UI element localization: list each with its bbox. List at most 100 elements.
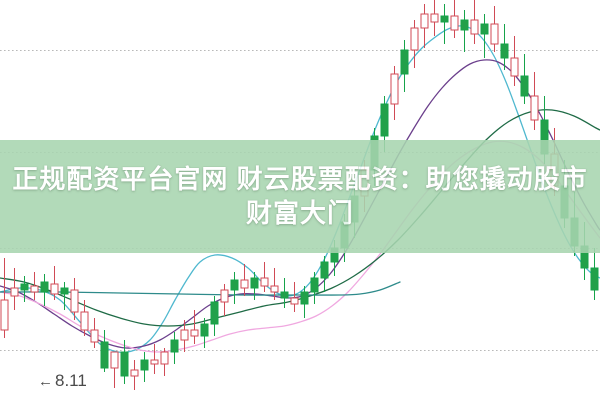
candle-body bbox=[220, 289, 229, 303]
candlestick bbox=[60, 282, 69, 310]
candlestick bbox=[500, 24, 509, 70]
candlestick bbox=[390, 66, 399, 120]
candle-body bbox=[510, 57, 519, 77]
candlestick bbox=[210, 296, 219, 336]
candlestick bbox=[140, 352, 149, 382]
candlestick bbox=[250, 272, 259, 300]
candle-body bbox=[430, 13, 439, 23]
candlestick bbox=[320, 256, 329, 292]
promo-headline-line1: 正规配资平台官网 财云股票配资：助您撬动股市 bbox=[12, 164, 588, 195]
candle-body bbox=[270, 285, 279, 293]
ma-line-ma-flat bbox=[0, 281, 401, 296]
candle-body bbox=[100, 341, 109, 369]
candlesticks-group bbox=[0, 0, 599, 390]
candle-body bbox=[0, 299, 9, 331]
candle-body bbox=[110, 351, 119, 369]
candlestick bbox=[300, 286, 309, 318]
candlestick bbox=[190, 310, 199, 344]
candle-body bbox=[40, 281, 49, 293]
candlestick bbox=[0, 258, 9, 338]
candlestick bbox=[160, 348, 169, 376]
candlestick bbox=[130, 360, 139, 390]
candlestick bbox=[480, 14, 489, 58]
candlestick bbox=[310, 272, 319, 304]
candle-body bbox=[210, 301, 219, 325]
candlestick bbox=[10, 268, 19, 310]
candlestick bbox=[290, 282, 299, 312]
candlestick bbox=[530, 72, 539, 130]
candlestick bbox=[70, 278, 79, 320]
arrow-left-icon: ← bbox=[38, 373, 53, 390]
candlestick bbox=[470, 0, 479, 44]
candlestick bbox=[220, 284, 229, 316]
price-annotation-value: 8.11 bbox=[55, 371, 87, 390]
candle-body bbox=[500, 43, 509, 59]
promo-text-overlay: 正规配资平台官网 财云股票配资：助您撬动股市 财富大门 bbox=[0, 140, 600, 253]
candle-body bbox=[380, 103, 389, 137]
candle-body bbox=[460, 19, 469, 31]
candlestick bbox=[280, 278, 289, 308]
candle-body bbox=[400, 49, 409, 75]
candlestick bbox=[510, 36, 519, 86]
candle-body bbox=[470, 19, 479, 35]
candlestick bbox=[520, 54, 529, 104]
candle-body bbox=[170, 339, 179, 353]
candle-body bbox=[160, 351, 169, 365]
candlestick bbox=[30, 272, 39, 300]
candlestick bbox=[590, 248, 599, 300]
candlestick bbox=[450, 0, 459, 38]
candle-body bbox=[150, 359, 159, 365]
candle-body bbox=[520, 75, 529, 97]
candle-body bbox=[10, 287, 19, 297]
candlestick bbox=[270, 268, 279, 300]
candle-body bbox=[240, 279, 249, 289]
candle-body bbox=[130, 369, 139, 377]
candle-body bbox=[90, 329, 99, 343]
candle-body bbox=[260, 277, 269, 287]
candle-body bbox=[20, 283, 29, 291]
candle-body bbox=[60, 287, 69, 295]
candlestick bbox=[200, 318, 209, 348]
candlestick bbox=[230, 272, 239, 304]
candle-body bbox=[70, 289, 79, 313]
candle-body bbox=[200, 323, 209, 337]
candle-body bbox=[590, 267, 599, 291]
candlestick bbox=[240, 264, 249, 296]
candle-body bbox=[250, 277, 259, 289]
candlestick bbox=[90, 318, 99, 348]
candlestick bbox=[260, 262, 269, 292]
candle-body bbox=[230, 279, 239, 291]
candlestick bbox=[440, 4, 449, 44]
candlestick bbox=[20, 276, 29, 302]
candlestick bbox=[430, 0, 439, 36]
candle-body bbox=[80, 311, 89, 331]
candle-body bbox=[310, 277, 319, 293]
candlestick bbox=[180, 320, 189, 352]
candlestick bbox=[110, 351, 119, 388]
candlestick bbox=[400, 40, 409, 92]
candle-body bbox=[290, 297, 299, 305]
price-annotation: ← 8.11 bbox=[38, 371, 87, 391]
ma-line-ma-xlong bbox=[0, 109, 600, 327]
candlestick bbox=[100, 330, 109, 372]
candle-body bbox=[530, 95, 539, 121]
candlestick bbox=[50, 266, 59, 300]
candle-body bbox=[30, 285, 39, 293]
candle-body bbox=[300, 291, 309, 305]
candlestick bbox=[80, 300, 89, 336]
candle-body bbox=[320, 261, 329, 279]
candle-body bbox=[450, 15, 459, 31]
candle-body bbox=[180, 329, 189, 341]
candle-body bbox=[50, 283, 59, 295]
candle-body bbox=[420, 13, 429, 29]
candle-body bbox=[390, 73, 399, 105]
candle-body bbox=[120, 351, 129, 377]
candle-body bbox=[480, 23, 489, 35]
promo-headline-line2: 财富大门 bbox=[245, 197, 354, 228]
candlestick bbox=[120, 340, 129, 384]
candlestick bbox=[490, 6, 499, 52]
candlestick bbox=[170, 332, 179, 364]
candle-body bbox=[440, 15, 449, 23]
candle-body bbox=[280, 291, 289, 299]
